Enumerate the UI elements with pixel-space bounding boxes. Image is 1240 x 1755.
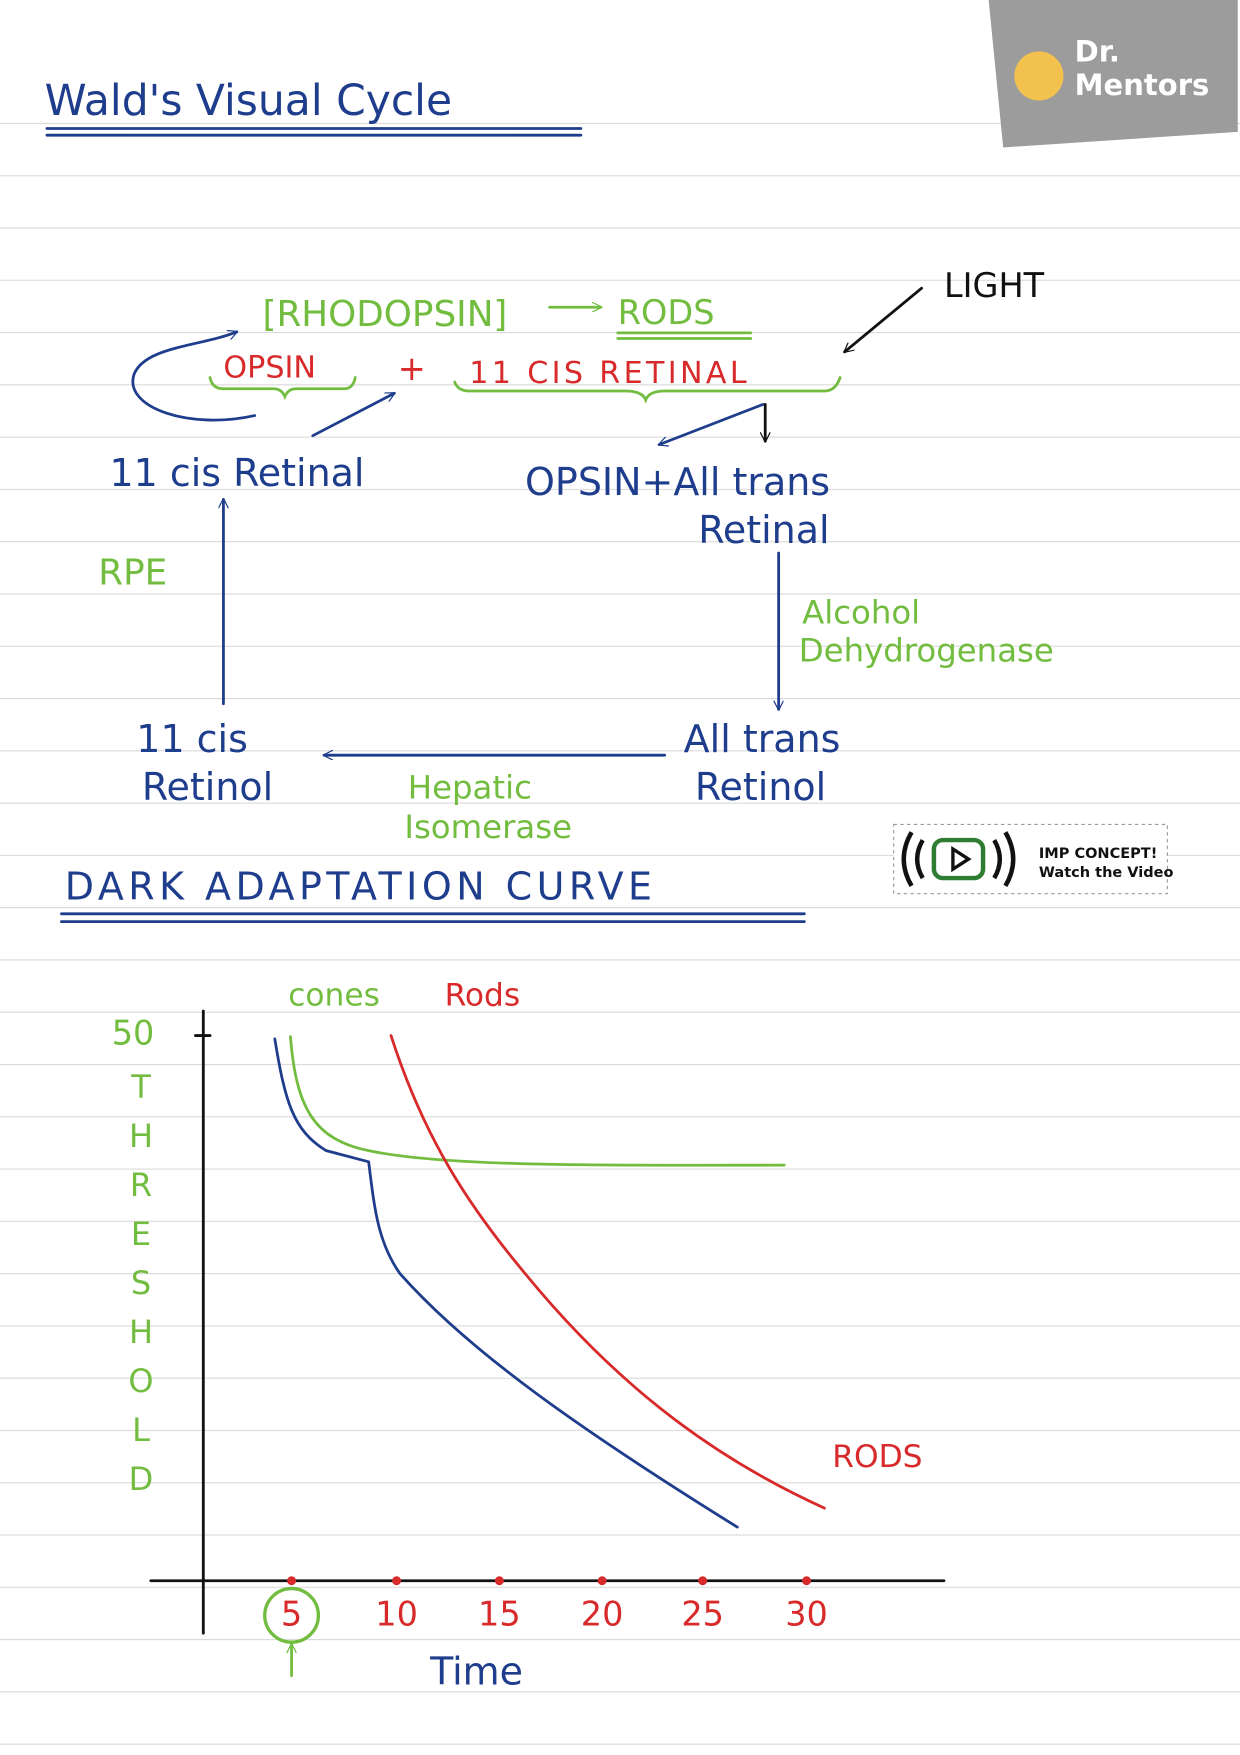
legend-entry: cones (288, 977, 380, 1013)
cycle-node: 11 cis Retinal (109, 451, 364, 495)
logo-box (988, 0, 1238, 148)
x-ticks: 5 10 15 20 25 30 (281, 1576, 828, 1633)
light: LIGHT (944, 266, 1045, 305)
logo-text: Mentors (1075, 68, 1210, 102)
enzyme: Dehydrogenase (799, 631, 1054, 669)
cycle-node: Retinol (695, 765, 826, 809)
cycle-node: All trans (684, 717, 841, 761)
opsin: OPSIN (223, 351, 316, 386)
x-tick-dot (597, 1576, 607, 1586)
rods-curve (389, 1034, 826, 1510)
page-title: Wald's Visual Cycle (45, 77, 452, 126)
badge-title: IMP CONCEPT! (1039, 846, 1157, 862)
x-tick-dot (802, 1576, 812, 1586)
badge[interactable] (893, 823, 1168, 895)
brace (453, 376, 842, 404)
arrow (311, 391, 395, 438)
enzyme: Isomerase (404, 808, 572, 846)
enzyme: Hepatic (408, 769, 532, 807)
rods: RODS (618, 293, 715, 332)
badge-icon (951, 845, 972, 873)
x-tick-label: 10 (375, 1594, 418, 1633)
legend-entry: Rods (445, 977, 521, 1013)
highlight-circle (263, 1586, 321, 1644)
x-tick-dot (287, 1576, 297, 1586)
badge-subtitle: Watch the Video (1039, 865, 1174, 881)
cis-retinal: 11 CIS RETINAL (469, 356, 750, 391)
arrow (131, 332, 257, 422)
x-tick-label: 20 (581, 1594, 624, 1633)
x-tick-dot (494, 1576, 504, 1586)
cycle-node: Retinal (698, 508, 829, 552)
x-tick-label: 30 (785, 1594, 828, 1633)
x-axis-label: Time (429, 1650, 523, 1694)
plus: + (398, 349, 426, 388)
x-tick-label: 5 (281, 1594, 302, 1633)
section-title: DARK ADAPTATION CURVE (65, 864, 657, 908)
rhodopsin: [RHODOPSIN] (263, 294, 508, 335)
cycle-node: 11 cis (136, 717, 248, 761)
cones-curve (289, 1035, 786, 1167)
brace (208, 376, 357, 401)
curve-label: RODS (832, 1439, 922, 1475)
x-tick-label: 15 (478, 1594, 521, 1633)
arrow (659, 403, 765, 444)
badge-icon (931, 837, 986, 881)
arrow (845, 286, 924, 352)
y-tick-label: 50 (112, 1014, 155, 1053)
badge-icon (901, 831, 1016, 888)
x-tick-dot (698, 1576, 708, 1586)
x-tick-label: 25 (681, 1594, 724, 1633)
cycle-node: Retinol (142, 765, 273, 809)
logo-text: Dr. (1075, 34, 1120, 68)
enzyme: Alcohol (802, 593, 920, 631)
y-axis-label: THRESHOLD (122, 1068, 160, 1509)
logo-icon (1014, 51, 1064, 101)
enzyme: RPE (98, 552, 167, 593)
cycle-node: OPSIN+All trans (525, 460, 830, 504)
x-tick-dot (392, 1576, 402, 1586)
combined-curve (273, 1037, 739, 1529)
